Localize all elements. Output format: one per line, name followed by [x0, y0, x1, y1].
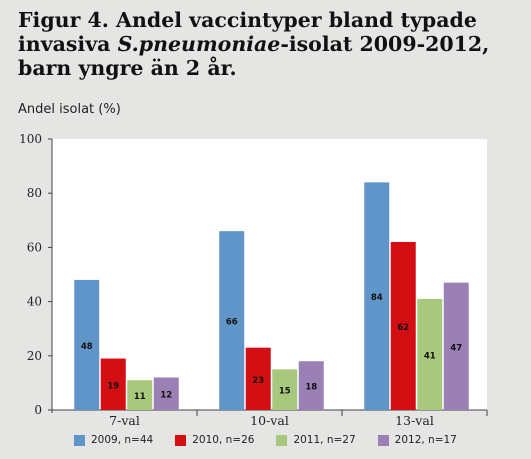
bar-value-label: 11	[134, 392, 146, 402]
bar-value-label: 12	[160, 391, 172, 401]
bar	[100, 358, 126, 410]
title-line-2: invasiva S.pneumoniae-isolat 2009-2012,	[18, 32, 523, 56]
y-tick-label: 40	[27, 295, 42, 309]
legend: 2009, n=44 2010, n=26 2011, n=27 2012, n=17	[74, 434, 457, 446]
y-tick-label: 100	[19, 132, 42, 146]
y-axis-label: Andel isolat (%)	[18, 102, 121, 117]
bar-value-label: 84	[371, 293, 383, 303]
bar	[298, 361, 324, 410]
bar-value-label: 47	[450, 343, 462, 353]
legend-swatch	[276, 434, 288, 446]
bar	[127, 380, 153, 410]
x-category-label: 13-val	[395, 413, 434, 428]
legend-swatch	[175, 434, 187, 446]
x-category-label: 10-val	[250, 413, 289, 428]
y-tick-label: 0	[34, 403, 42, 417]
y-tick-label: 60	[27, 240, 42, 254]
species-name: S.pneumoniae	[117, 32, 281, 56]
y-tick-label: 80	[27, 186, 42, 200]
bar	[219, 231, 245, 410]
title-line-3: barn yngre än 2 år.	[18, 56, 237, 80]
legend-swatch	[74, 434, 85, 446]
legend-swatch	[377, 434, 389, 446]
bar-value-label: 41	[424, 351, 436, 361]
bar-value-label: 23	[252, 376, 264, 386]
x-category-label: 7-val	[109, 413, 140, 428]
bar-value-label: 15	[279, 387, 291, 397]
title-line-2-start: invasiva	[18, 32, 118, 56]
legend-label: 2010, n=26	[192, 434, 255, 446]
bar	[417, 298, 443, 410]
bar	[153, 377, 179, 410]
legend-label: 2009, n=44	[91, 434, 154, 446]
legend-item: 2009, n=44	[74, 434, 153, 446]
legend-label: 2011, n=27	[293, 434, 356, 446]
bar	[443, 282, 469, 410]
bar	[364, 182, 390, 410]
bar	[272, 369, 298, 410]
bar-value-label: 62	[397, 323, 409, 333]
bar	[245, 347, 271, 410]
title-line-1: Figur 4. Andel vaccintyper bland typade	[18, 8, 477, 32]
bar-value-label: 18	[305, 383, 317, 393]
bar	[74, 279, 100, 410]
legend-item: 2011, n=27	[276, 434, 356, 446]
bar-value-label: 48	[81, 342, 93, 352]
title-line-2-end: -isolat 2009-2012,	[280, 32, 490, 56]
legend-item: 2012, n=17	[377, 434, 457, 446]
y-tick-label: 20	[27, 349, 42, 363]
bar-value-label: 66	[226, 318, 238, 328]
chart-title: Figur 4. Andel vaccintyper bland typade …	[18, 8, 523, 80]
legend-item: 2010, n=26	[175, 434, 254, 446]
bar	[390, 241, 416, 410]
legend-label: 2012, n=17	[394, 434, 457, 446]
bar-value-label: 19	[107, 381, 119, 391]
